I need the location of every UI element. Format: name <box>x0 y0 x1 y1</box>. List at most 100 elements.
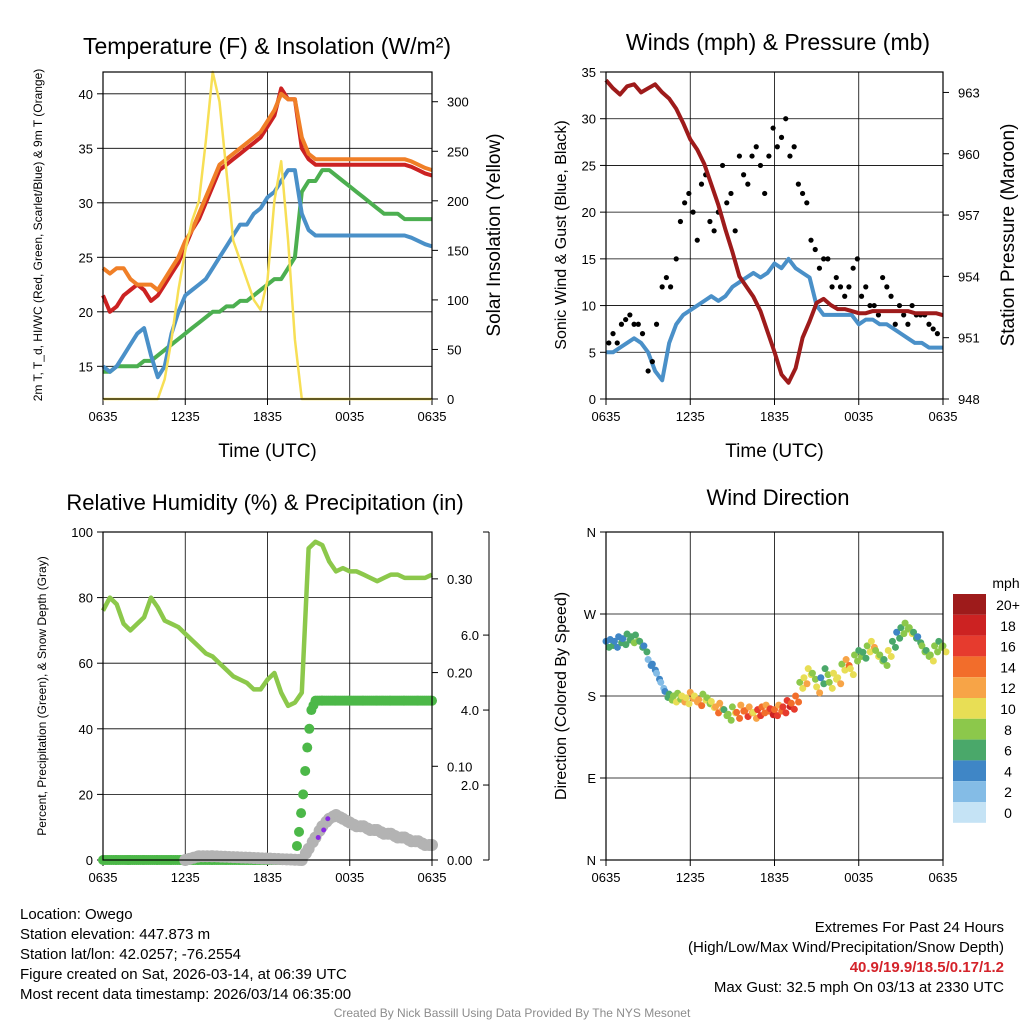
direction-point <box>849 671 857 679</box>
direction-point <box>800 674 808 682</box>
y2-tick-label: 0 <box>447 392 454 407</box>
colorbar-swatch <box>953 594 986 615</box>
y-tick-label: 40 <box>79 722 93 737</box>
direction-point <box>863 642 871 650</box>
gust-point <box>774 144 780 150</box>
gust-point <box>787 153 793 159</box>
x-tick-label: 0635 <box>929 870 958 885</box>
gust-point <box>645 368 651 374</box>
x-tick-label: 1235 <box>676 870 705 885</box>
x-tick-label: 1835 <box>253 870 282 885</box>
gust-point <box>649 359 655 365</box>
extremes-values: 40.9/19.9/18.5/0.17/1.2 <box>849 959 1004 976</box>
gust-point <box>863 284 869 290</box>
direction-point <box>745 703 753 711</box>
gust-point <box>909 302 915 309</box>
y2-tick-label: 250 <box>447 144 469 159</box>
snowfall-point <box>315 835 321 841</box>
gust-point <box>926 321 932 327</box>
colorbar-title: mph <box>992 575 1019 591</box>
colorbar-swatch <box>953 635 986 657</box>
direction-point <box>774 712 781 720</box>
extremes-title: Extremes For Past 24 Hours <box>814 919 1004 936</box>
plot-frame <box>605 71 944 400</box>
direction-point <box>636 637 644 645</box>
direction-point <box>643 648 651 656</box>
direction-point <box>811 675 819 683</box>
colorbar-swatch <box>953 677 986 698</box>
direction-point <box>900 630 908 638</box>
x-tick-label: 1835 <box>760 870 789 885</box>
direction-point <box>644 656 652 664</box>
gust-point <box>631 321 637 327</box>
gust-point <box>816 265 823 271</box>
direction-point <box>896 634 904 642</box>
colorbar: mph 20+ 18 16 14 12 10 8 6 4 2 0 <box>953 575 1020 823</box>
gust-point <box>896 302 903 309</box>
y2-tick-label: 0.00 <box>447 853 472 868</box>
direction-point <box>893 628 901 636</box>
x-tick-label: 0035 <box>844 870 873 885</box>
direction-point <box>724 710 732 718</box>
y2-tick-label: 0.10 <box>447 759 472 774</box>
direction-point <box>910 628 918 636</box>
direction-point <box>829 669 837 677</box>
x-tick-label: 0635 <box>418 870 447 885</box>
location-text: Location: Owego <box>20 906 133 923</box>
y-tick-label: 25 <box>79 250 93 265</box>
gust-point <box>698 181 705 187</box>
gust-point <box>707 218 713 225</box>
gust-point <box>858 293 865 299</box>
series-line <box>606 256 943 383</box>
gust-point <box>871 302 877 309</box>
direction-point <box>808 669 816 677</box>
y-tick-label: 15 <box>582 252 596 267</box>
y2-tick-label: 960 <box>958 147 980 162</box>
direction-point <box>891 643 899 651</box>
gust-point <box>627 312 633 318</box>
x-tick-label: 0635 <box>592 409 621 424</box>
created-text: Figure created on Sat, 2026-03-14, at 06… <box>20 966 347 983</box>
x-tick-label: 0035 <box>335 409 364 424</box>
y-tick-label: 30 <box>79 196 93 211</box>
colorbar-label: 12 <box>1000 680 1016 696</box>
snowfall-point <box>321 827 327 833</box>
gust-point <box>821 256 827 262</box>
y-axis-title: Direction (Colored By Speed) <box>553 592 570 800</box>
direction-point <box>838 660 846 668</box>
x-tick-label: 0635 <box>929 409 958 424</box>
direction-point <box>803 680 811 688</box>
direction-point <box>888 637 896 645</box>
gust-point <box>618 321 625 327</box>
direction-point <box>922 646 930 654</box>
gust-point <box>770 125 776 131</box>
y-axis-title: Sonic Wind & Gust (Blue, Black) <box>553 120 570 349</box>
gust-point <box>659 284 665 290</box>
gust-point <box>880 274 886 281</box>
gust-point <box>663 274 669 281</box>
gust-point <box>719 162 726 169</box>
x-tick-label: 1235 <box>171 409 200 424</box>
direction-point <box>698 702 706 710</box>
y2-tick-label: 200 <box>447 194 469 209</box>
gust-point <box>892 321 898 327</box>
station-info: Location: Owego Station elevation: 447.8… <box>20 905 351 1005</box>
y-tick-label: S <box>587 689 596 704</box>
colorbar-swatch <box>953 781 986 802</box>
y2-tick-label: 100 <box>447 293 469 308</box>
direction-point <box>790 705 798 713</box>
gust-point <box>846 284 852 290</box>
colorbar-label: 18 <box>1000 618 1016 634</box>
gust-point <box>711 228 717 234</box>
direction-point <box>918 642 926 650</box>
y-tick-label: 0 <box>86 853 93 868</box>
gust-point <box>875 312 882 318</box>
direction-point <box>799 684 807 692</box>
series-line <box>101 86 433 314</box>
direction-point <box>862 654 870 662</box>
precip-point <box>302 742 313 753</box>
direction-point <box>820 680 828 688</box>
x-tick-label: 0635 <box>592 870 621 885</box>
gust-point <box>812 246 818 253</box>
gust-point <box>783 116 789 122</box>
